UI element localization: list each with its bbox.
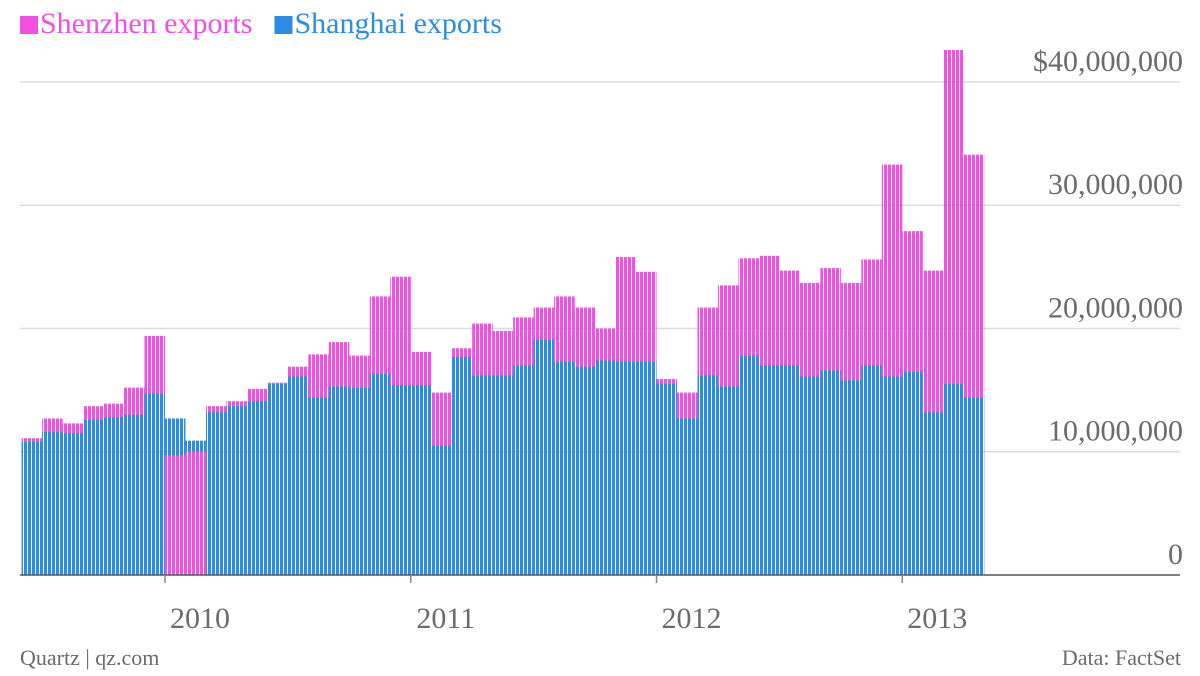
bar [42, 432, 63, 575]
bars [21, 49, 985, 575]
bar [492, 375, 514, 575]
bar [676, 418, 698, 575]
legend-label: Shenzhen exports [40, 7, 252, 40]
bar [390, 385, 411, 575]
x-tick-label: 2010 [170, 602, 230, 635]
bar [21, 441, 43, 575]
bar [943, 383, 964, 575]
bar [922, 412, 944, 575]
bar [636, 361, 657, 575]
legend-label: Shanghai exports [294, 7, 501, 40]
bar [410, 385, 432, 575]
y-tick-label: 10,000,000 [1048, 415, 1183, 448]
legend-swatch [20, 16, 38, 34]
bar [779, 365, 800, 575]
y-tick-label: 20,000,000 [1048, 291, 1183, 324]
bar [840, 380, 862, 575]
bar [165, 455, 186, 575]
bar [595, 360, 616, 575]
credit: Quartz | qz.com [20, 645, 159, 670]
bar [554, 361, 575, 575]
y-tick-label: $40,000,000 [1033, 45, 1183, 78]
bar [881, 376, 903, 575]
bar [144, 393, 165, 575]
bar [246, 401, 268, 575]
bar [287, 376, 309, 575]
bar [472, 375, 493, 575]
bar [328, 386, 350, 575]
bar [369, 374, 391, 575]
bar [226, 406, 247, 575]
bar [205, 412, 227, 575]
bar [902, 371, 923, 575]
y-tick-label: 30,000,000 [1048, 168, 1183, 201]
bar [738, 355, 759, 575]
bar [717, 386, 739, 575]
bar [267, 383, 288, 575]
bar [820, 370, 841, 575]
bar [308, 397, 329, 575]
bar [513, 365, 534, 575]
x-tick-label: 2013 [907, 602, 967, 635]
bar [62, 433, 84, 575]
bar [124, 414, 145, 575]
bar [533, 339, 555, 575]
y-tick-label: 0 [1168, 538, 1183, 571]
bar [615, 361, 637, 575]
bar [349, 387, 370, 575]
x-tick-label: 2012 [662, 602, 722, 635]
bar [963, 397, 985, 575]
bar [83, 419, 104, 575]
bar [861, 365, 882, 575]
bar [185, 451, 206, 575]
bar [451, 356, 473, 575]
bar [656, 383, 677, 575]
bar [799, 376, 821, 575]
source: Data: FactSet [1062, 645, 1181, 670]
bar [697, 375, 718, 575]
legend-swatch [274, 16, 293, 34]
bar [103, 417, 125, 575]
bar [758, 365, 780, 575]
x-tick-label: 2011 [416, 602, 475, 635]
bar [574, 366, 596, 575]
bar [431, 445, 452, 575]
